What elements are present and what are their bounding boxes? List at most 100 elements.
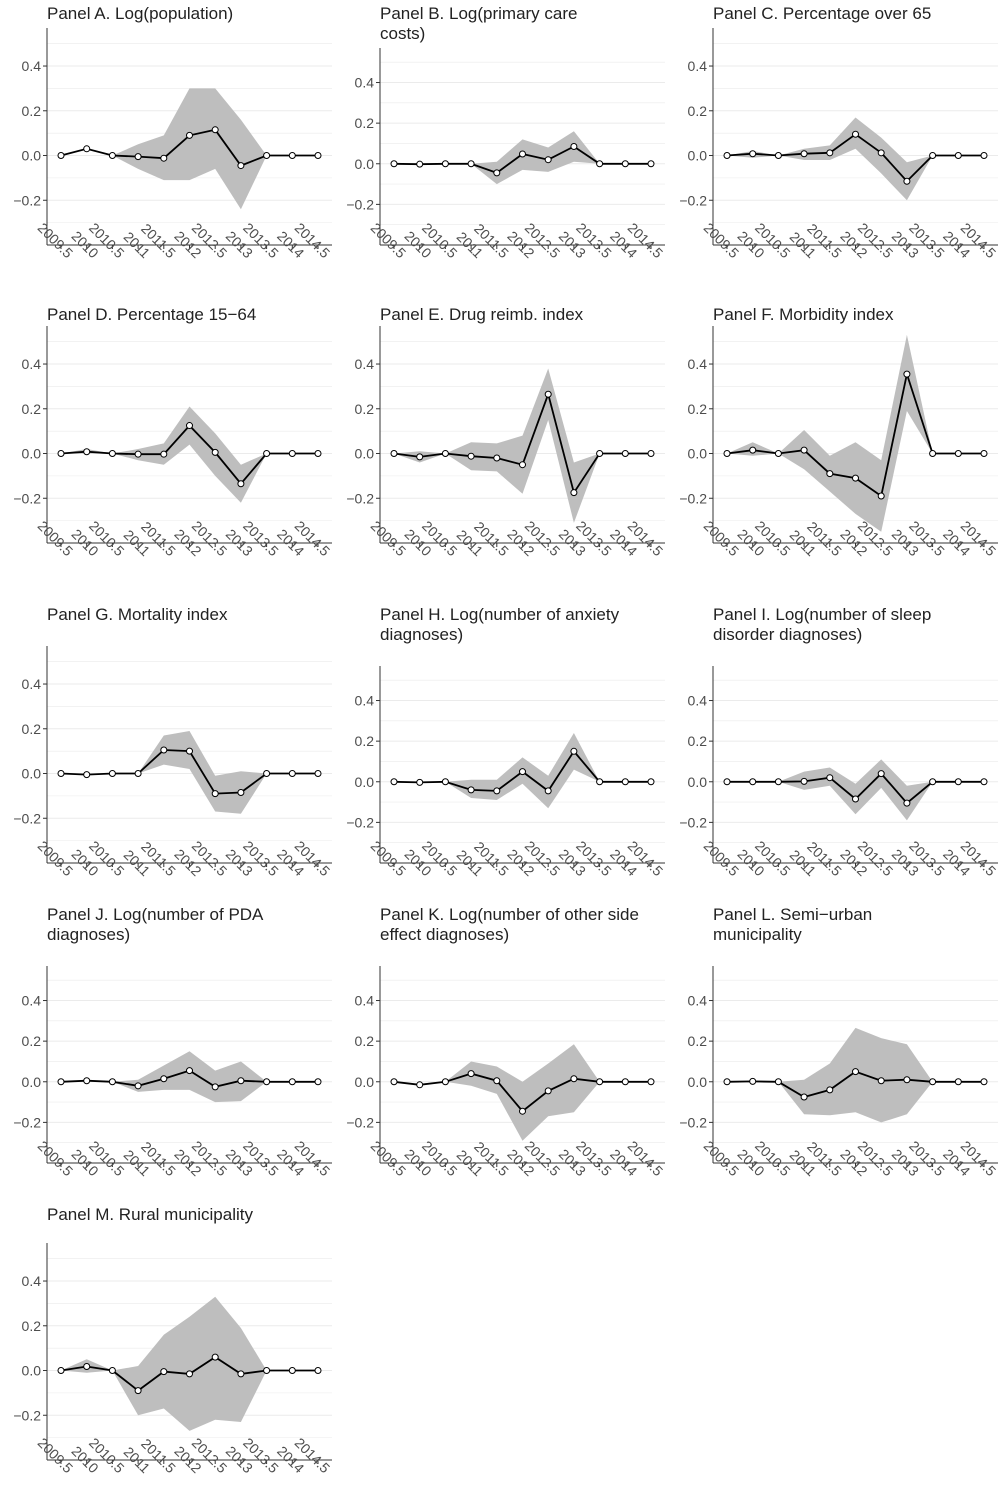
data-point — [800, 1093, 808, 1101]
data-point — [980, 1078, 988, 1086]
panel-8: Panel H. Log(number of anxietydiagnoses)… — [346, 605, 666, 879]
confidence-band — [394, 1044, 651, 1141]
data-point — [723, 1078, 731, 1086]
data-point — [441, 450, 449, 458]
panel-title: diagnoses) — [380, 625, 463, 644]
data-point — [134, 1387, 142, 1395]
y-tick-label: 0.2 — [22, 1033, 42, 1049]
y-tick-label: 0.2 — [355, 1033, 375, 1049]
data-point — [57, 1367, 65, 1375]
data-point — [954, 450, 962, 458]
y-tick-label: 0.0 — [22, 766, 42, 782]
data-point — [774, 152, 782, 160]
panel-6: Panel F. Morbidity index0.40.20.0−0.2200… — [679, 305, 999, 559]
confidence-band — [61, 731, 318, 814]
y-tick-label: 0.4 — [355, 993, 375, 1009]
data-point — [263, 1078, 271, 1086]
y-tick-label: 0.0 — [355, 156, 375, 172]
data-point — [237, 162, 245, 170]
panel-title: Panel D. Percentage 15−64 — [47, 305, 256, 324]
data-point — [83, 1362, 91, 1370]
data-point — [160, 154, 168, 162]
data-point — [493, 454, 501, 462]
confidence-band — [61, 1296, 318, 1431]
data-point — [134, 153, 142, 161]
panel-title: Panel G. Mortality index — [47, 605, 228, 624]
data-point — [186, 422, 193, 430]
y-tick-label: 0.0 — [22, 148, 42, 164]
panel-title: Panel H. Log(number of anxiety — [380, 605, 620, 624]
data-point — [390, 1078, 398, 1086]
y-tick-label: 0.0 — [688, 774, 708, 790]
y-tick-label: 0.2 — [22, 103, 42, 119]
data-point — [441, 160, 449, 168]
data-point — [570, 489, 578, 497]
y-tick-label: −0.2 — [679, 814, 707, 830]
panel-title: Panel A. Log(population) — [47, 4, 233, 23]
confidence-band — [727, 334, 984, 532]
data-point — [416, 453, 424, 461]
y-tick-label: 0.4 — [22, 993, 42, 1009]
data-point — [647, 1078, 655, 1086]
data-point — [134, 450, 142, 458]
y-tick-label: 0.2 — [355, 401, 375, 417]
data-point — [493, 1077, 501, 1085]
confidence-band — [727, 117, 984, 201]
data-point — [288, 1367, 296, 1375]
y-tick-label: 0.4 — [22, 676, 42, 692]
data-point — [57, 770, 65, 778]
data-point — [774, 1078, 782, 1086]
panel-title: Panel K. Log(number of other side — [380, 905, 639, 924]
data-point — [980, 778, 988, 786]
data-point — [314, 1078, 322, 1086]
data-point — [544, 787, 552, 795]
data-point — [390, 160, 398, 168]
y-tick-label: 0.0 — [355, 446, 375, 462]
data-point — [83, 771, 91, 779]
y-tick-label: −0.2 — [13, 810, 41, 826]
y-tick-label: 0.0 — [22, 446, 42, 462]
data-point — [108, 1367, 116, 1375]
data-point — [877, 492, 885, 500]
y-tick-label: 0.4 — [688, 58, 708, 74]
data-point — [263, 770, 271, 778]
y-tick-label: 0.4 — [688, 693, 708, 709]
panel-4: Panel D. Percentage 15−640.40.20.0−0.220… — [13, 305, 333, 559]
data-point — [467, 452, 475, 460]
data-point — [621, 778, 629, 786]
data-point — [441, 1078, 449, 1086]
data-point — [647, 778, 655, 786]
data-point — [211, 448, 219, 456]
panel-title: disorder diagnoses) — [713, 625, 862, 644]
data-point — [288, 450, 296, 458]
data-point — [314, 770, 322, 778]
confidence-band — [394, 368, 651, 523]
data-point — [621, 160, 629, 168]
panel-title: Panel E. Drug reimb. index — [380, 305, 584, 324]
data-point — [852, 130, 859, 138]
panel-title: Panel M. Rural municipality — [47, 1205, 253, 1224]
y-tick-label: 0.0 — [688, 1074, 708, 1090]
data-point — [237, 789, 245, 797]
y-tick-label: −0.2 — [13, 1407, 41, 1423]
data-point — [903, 177, 911, 185]
panel-title: municipality — [713, 925, 802, 944]
data-point — [288, 770, 296, 778]
data-point — [570, 143, 578, 150]
data-point — [519, 1107, 526, 1115]
data-point — [314, 152, 322, 160]
data-point — [134, 770, 142, 778]
data-point — [980, 450, 988, 458]
confidence-band — [394, 131, 651, 185]
data-point — [237, 1370, 245, 1378]
y-tick-label: 0.2 — [22, 1318, 42, 1334]
data-point — [211, 790, 219, 798]
panel-11: Panel K. Log(number of other sideeffect … — [346, 905, 666, 1179]
data-point — [493, 787, 501, 795]
y-tick-label: −0.2 — [13, 490, 41, 506]
data-point — [467, 1070, 475, 1078]
